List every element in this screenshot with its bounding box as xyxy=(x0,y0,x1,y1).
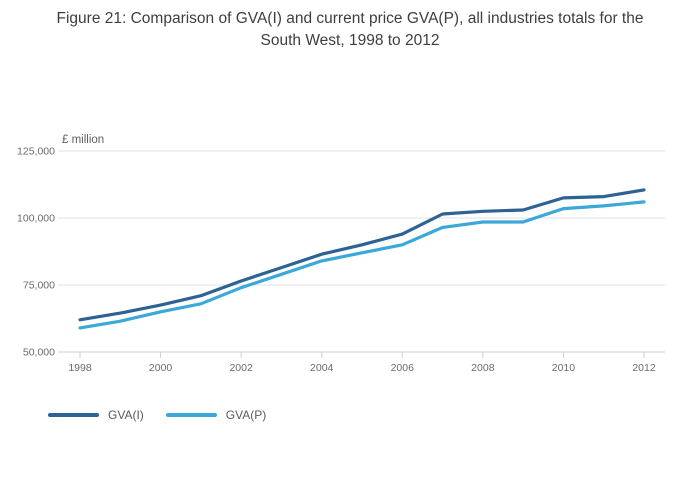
y-axis-unit-label: £ million xyxy=(62,134,105,146)
gvai-line-swatch xyxy=(48,413,99,417)
y-axis-tick-label: 125,000 xyxy=(17,146,55,158)
legend-item-gvai[interactable]: GVA(I) xyxy=(48,408,144,422)
x-axis-tick-label: 2008 xyxy=(471,362,495,374)
legend-label-gvai: GVA(I) xyxy=(108,408,144,422)
chart-title: Figure 21: Comparison of GVA(I) and curr… xyxy=(56,10,644,50)
series-line-gvai[interactable] xyxy=(78,188,646,322)
x-axis-tick-label: 2012 xyxy=(632,362,656,374)
legend-label-gvap: GVA(P) xyxy=(225,408,267,422)
x-axis-tick-label: 2006 xyxy=(391,362,415,374)
legend-item-gvap[interactable]: GVA(P) xyxy=(165,408,267,422)
y-axis-tick-label: 100,000 xyxy=(17,213,55,225)
x-axis-tick-label: 1998 xyxy=(68,362,92,374)
x-axis-tick-label: 2000 xyxy=(149,362,173,374)
y-axis-tick-label: 75,000 xyxy=(23,280,55,292)
legend: GVA(I) GVA(P) xyxy=(48,408,266,422)
x-axis-tick-label: 2004 xyxy=(310,362,334,374)
gvap-line-swatch xyxy=(165,413,217,417)
x-axis-tick-label: 2002 xyxy=(229,362,253,374)
series-line-gvap[interactable] xyxy=(78,200,646,330)
y-axis-tick-label: 50,000 xyxy=(23,347,55,359)
x-axis-tick-label: 2010 xyxy=(552,362,576,374)
